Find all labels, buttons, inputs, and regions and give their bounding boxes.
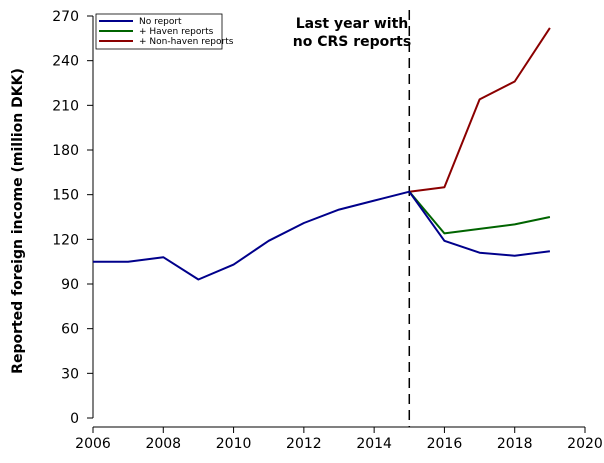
x-tick-label: 2008	[145, 436, 181, 452]
y-tick-label: 30	[61, 366, 79, 382]
legend-label: + Haven reports	[139, 27, 214, 37]
x-tick-label: 2020	[567, 436, 603, 452]
legend: No report+ Haven reports+ Non-haven repo…	[95, 13, 234, 50]
x-tick-label: 2006	[75, 436, 111, 452]
series-line	[93, 190, 551, 281]
y-tick-label: 270	[52, 9, 79, 25]
y-axis-title: Reported foreign income (million DKK)	[10, 68, 26, 374]
y-tick-label: 150	[52, 188, 79, 204]
legend-label: + Non-haven reports	[139, 37, 234, 47]
y-tick-label: 240	[52, 54, 79, 70]
x-tick-label: 2016	[427, 436, 463, 452]
y-tick-label: 90	[61, 277, 79, 293]
legend-items: No report+ Haven reports+ Non-haven repo…	[99, 17, 234, 47]
x-tick-label: 2012	[286, 436, 322, 452]
x-tick-label: 2018	[497, 436, 533, 452]
series-line	[409, 27, 551, 193]
x-tick-label: 2010	[216, 436, 252, 452]
y-tick-label: 180	[52, 143, 79, 159]
crs-annotation-line-1: Last year with	[296, 16, 409, 32]
series-line	[408, 191, 551, 235]
y-tick-label: 0	[70, 411, 79, 427]
x-tick-label: 2014	[356, 436, 392, 452]
y-tick-label: 210	[52, 98, 79, 114]
y-tick-label: 120	[52, 232, 79, 248]
legend-label: No report	[139, 17, 182, 27]
y-tick-label: 60	[61, 322, 79, 338]
y-axis-ticks: 0 30 60 90 120 150 180 210 240 270	[52, 9, 93, 427]
crs-annotation-line-2: no CRS reports	[293, 34, 411, 50]
x-axis-ticks: 2006 2008 2010 2012 2014 2016 2018 2020	[75, 427, 603, 452]
series-lines	[93, 27, 551, 281]
